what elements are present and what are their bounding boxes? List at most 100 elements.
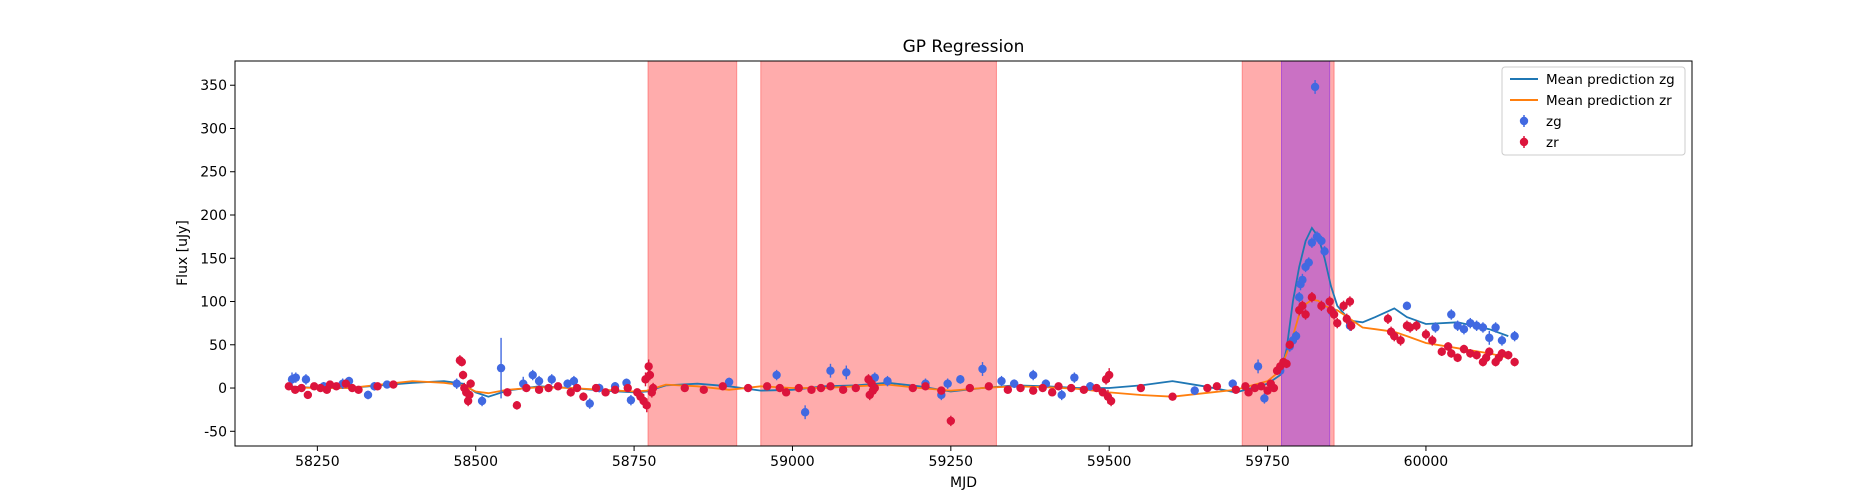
data-point-zg [826, 363, 835, 378]
data-point-zg [528, 369, 537, 381]
data-point-zr [642, 398, 651, 413]
data-point-zr [1054, 382, 1063, 391]
legend-entry-zg: zg [1519, 114, 1562, 130]
data-point-zg [1472, 320, 1481, 331]
data-point-zr [1466, 349, 1475, 358]
data-point-zg [1260, 393, 1269, 404]
legend: Mean prediction zg Mean prediction zr zg zr [1501, 66, 1686, 156]
data-point-zr [290, 385, 300, 394]
data-point-zr [921, 382, 930, 391]
data-point-zr [623, 383, 632, 393]
data-point-zg [563, 379, 572, 389]
data-point-zg [1009, 379, 1019, 389]
data-point-zr [1203, 383, 1212, 393]
data-point-zr [566, 388, 575, 397]
data-point-zg [956, 375, 965, 384]
data-point-zr [610, 385, 620, 394]
data-point-zg [997, 375, 1006, 387]
data-point-zr [284, 382, 294, 391]
data-point-zr [1497, 349, 1507, 358]
data-point-zr [1472, 350, 1481, 360]
data-point-zg [1466, 317, 1475, 329]
data-point-zg [1310, 80, 1320, 94]
data-point-zr [794, 383, 803, 393]
data-point-zr [648, 382, 658, 394]
data-point-zr [1212, 382, 1222, 391]
data-point-zr [1329, 309, 1339, 320]
legend-marker-zg [1519, 116, 1529, 126]
data-point-zg [1459, 324, 1469, 335]
data-point-zg [978, 362, 987, 376]
data-point-zr [325, 380, 335, 389]
y-axis-ticks: -50 0 50 100 150 200 250 300 350 [200, 78, 235, 440]
x-axis-label: MJD [950, 475, 977, 491]
data-point-zg [1028, 369, 1038, 381]
data-point-zg [772, 369, 781, 381]
data-point-zg [1070, 372, 1079, 383]
data-point-zg [1510, 330, 1519, 342]
data-point-zr [699, 385, 708, 394]
chart-title: GP Regression [903, 37, 1025, 57]
x-tick-label: 60000 [1404, 454, 1449, 470]
y-tick-label: 50 [209, 338, 227, 354]
data-point-zr [553, 382, 563, 391]
data-point-zg [1253, 359, 1263, 374]
data-point-zr [373, 382, 382, 391]
data-point-zg [363, 390, 373, 400]
x-tick-label: 59250 [929, 454, 974, 470]
data-point-zr [816, 383, 826, 393]
legend-label-zr: zr [1546, 135, 1559, 151]
y-tick-label: 100 [200, 295, 227, 311]
y-tick-label: 250 [200, 165, 227, 181]
data-point-zr [1459, 344, 1469, 354]
data-point-zr [1301, 309, 1310, 320]
data-point-zg [1057, 389, 1066, 401]
data-point-zr [1285, 340, 1294, 350]
data-point-zr [946, 415, 956, 427]
y-tick-label: 200 [200, 208, 227, 224]
data-point-zg [1485, 330, 1494, 345]
data-point-zr [1168, 392, 1177, 401]
data-point-zr [838, 385, 848, 394]
data-point-zr [512, 401, 522, 410]
data-point-zg [1307, 237, 1317, 248]
data-point-zg [800, 405, 810, 420]
data-point-zr [680, 383, 689, 393]
data-point-zr [1345, 296, 1355, 307]
data-point-zr [851, 383, 861, 393]
legend-label-zg: zg [1546, 114, 1562, 130]
legend-box [1501, 66, 1686, 156]
data-point-zr [1269, 383, 1279, 393]
data-point-zg [1304, 257, 1313, 268]
legend-entry-zr-line: Mean prediction zr [1510, 93, 1672, 109]
data-point-zr [534, 385, 544, 394]
data-point-zr [1443, 342, 1453, 351]
data-point-zg [477, 395, 487, 407]
data-point-zr [1510, 357, 1519, 367]
data-point-zr [937, 386, 946, 395]
legend-label-zg-line: Mean prediction zg [1546, 72, 1675, 88]
data-point-zg [883, 375, 892, 387]
data-point-zr [826, 382, 835, 391]
data-point-zr [1105, 368, 1114, 382]
data-point-zr [544, 383, 553, 393]
data-point-zg [301, 374, 311, 385]
data-point-zr [870, 382, 880, 394]
data-point-zg [1491, 322, 1500, 333]
data-point-zr [1263, 386, 1272, 395]
data-point-zr [316, 383, 325, 393]
data-point-zr [1396, 335, 1405, 346]
data-point-zr [1339, 300, 1348, 312]
data-point-zr [1504, 350, 1513, 360]
shaded-region-1 [647, 60, 738, 447]
data-point-zr [908, 383, 918, 393]
data-point-zr [781, 388, 791, 397]
data-point-zr [1106, 395, 1116, 407]
data-point-zr [1136, 383, 1146, 393]
data-point-zr [718, 382, 727, 391]
legend-marker-zr [1519, 137, 1529, 147]
data-point-zr [743, 383, 753, 393]
data-point-zg [1291, 330, 1301, 342]
data-point-zr [591, 383, 601, 393]
